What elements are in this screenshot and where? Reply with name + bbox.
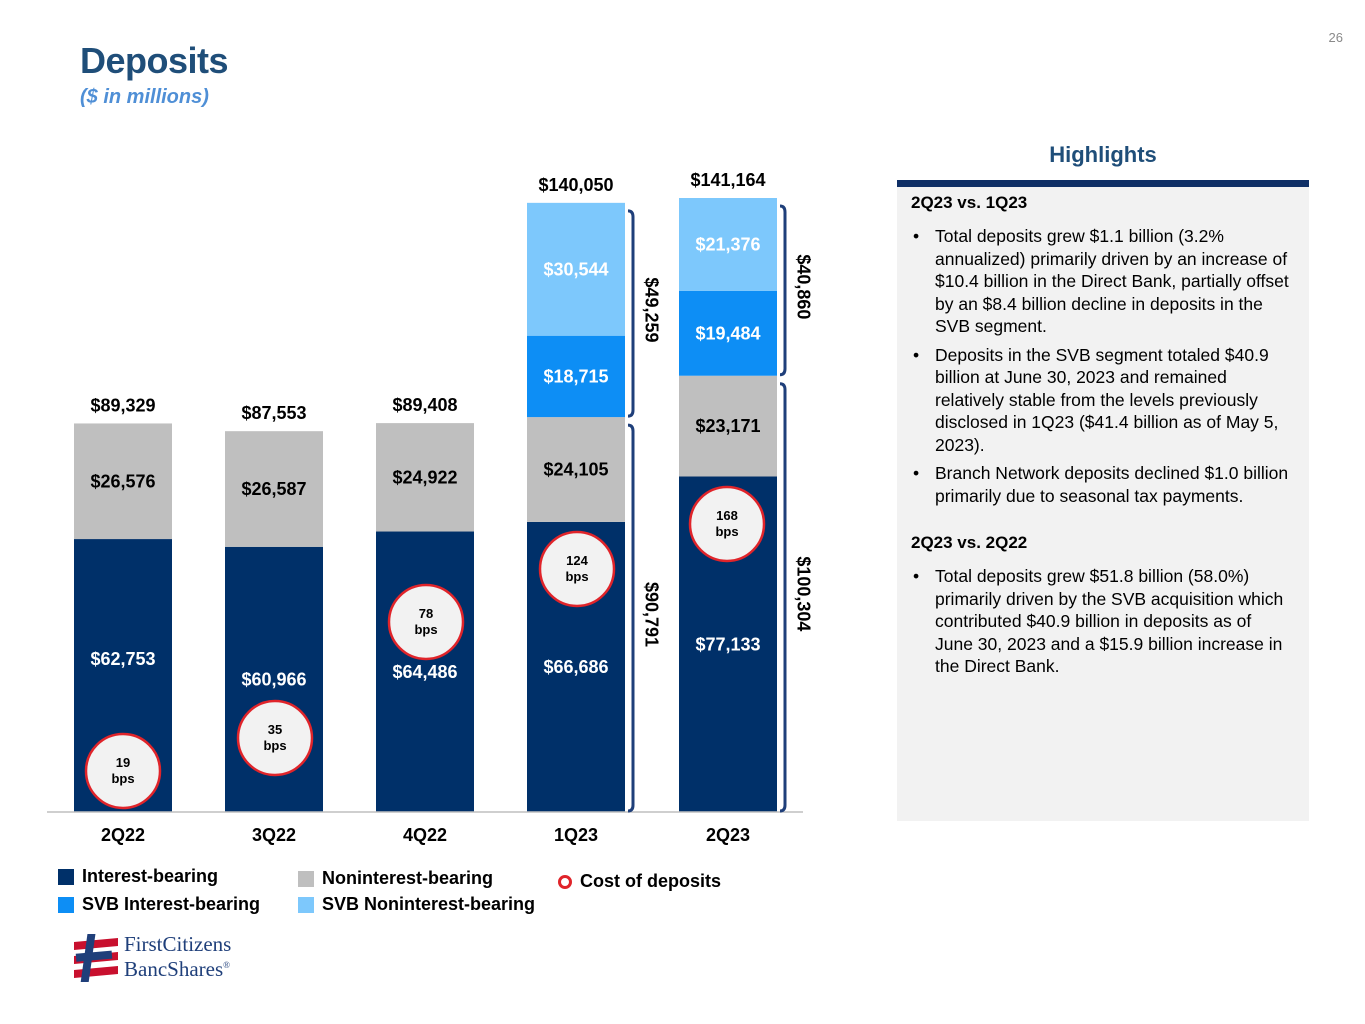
- x-tick-label: 4Q22: [403, 825, 447, 845]
- bar-value-label: $60,966: [241, 669, 306, 689]
- cost-of-deposits-unit: bps: [111, 771, 134, 786]
- highlights-section-title: 2Q23 vs. 1Q23: [911, 193, 1028, 212]
- cost-of-deposits-value: 124: [566, 553, 588, 568]
- cost-of-deposits-unit: bps: [715, 524, 738, 539]
- bar-value-label: $24,105: [543, 460, 608, 480]
- brace-line: [627, 423, 635, 813]
- bar-value-label: $24,922: [392, 467, 457, 487]
- cost-of-deposits-value: 168: [716, 508, 738, 523]
- cost-of-deposits-circle: [387, 583, 465, 661]
- bar-value-label: $26,587: [241, 479, 306, 499]
- bar-value-label: $21,376: [695, 234, 760, 254]
- legend-interest-bearing: Interest-bearing: [58, 866, 218, 887]
- bar-segment: [527, 202, 625, 336]
- bar-value-label: $23,171: [695, 416, 760, 436]
- cost-of-deposits-circle: [688, 485, 766, 563]
- highlights-panel: 2Q23 vs. 1Q23 Total deposits grew $1.1 b…: [897, 187, 1309, 821]
- highlights-bullet: Total deposits grew $51.8 billion (58.0%…: [911, 565, 1291, 678]
- bar-segment: [679, 290, 777, 376]
- legend-svb-interest-bearing: SVB Interest-bearing: [58, 894, 260, 915]
- bar-value-label: $66,686: [543, 657, 608, 677]
- legend-label-svb-noninterest-bearing: SVB Noninterest-bearing: [322, 894, 536, 914]
- brace-line: [627, 209, 635, 418]
- legend-swatch-noninterest-bearing: [298, 870, 314, 887]
- brace-value-label: $90,791: [641, 582, 661, 647]
- bar-value-label: $77,133: [695, 634, 760, 654]
- highlights-section-title: 2Q23 vs. 2Q22: [911, 533, 1028, 552]
- bar-segment: [74, 423, 172, 540]
- brace-value-label: $49,259: [641, 277, 661, 342]
- highlights-bullet: Total deposits grew $1.1 billion (3.2% a…: [911, 225, 1291, 338]
- bar-total-label: $140,050: [538, 175, 613, 195]
- cost-of-deposits-value: 19: [116, 755, 130, 770]
- cost-of-deposits-circle: [236, 699, 314, 777]
- flag-logo-icon: [72, 934, 120, 982]
- legend-label-cost-of-deposits: Cost of deposits: [580, 871, 722, 891]
- bar-value-label: $18,715: [543, 366, 608, 386]
- cost-of-deposits-unit: bps: [263, 738, 286, 753]
- highlights-divider: [897, 180, 1309, 187]
- brace-value-label: $40,860: [793, 254, 813, 319]
- brace-value-label: $100,304: [793, 556, 813, 631]
- cost-of-deposits-value: 78: [419, 606, 433, 621]
- legend-label-noninterest-bearing: Noninterest-bearing: [322, 868, 494, 888]
- x-tick-label: 2Q22: [101, 825, 145, 845]
- bar-segment: [376, 423, 474, 532]
- legend-swatch-svb-interest-bearing: [58, 896, 74, 913]
- page-subtitle: ($ in millions): [80, 86, 209, 108]
- bar-segment: [679, 375, 777, 477]
- bar-value-label: $30,544: [543, 259, 608, 279]
- legend-noninterest-bearing: Noninterest-bearing: [298, 868, 493, 889]
- cost-of-deposits-unit: bps: [565, 569, 588, 584]
- bar-segment: [527, 417, 625, 522]
- logo-line-2: BancShares®: [124, 955, 231, 980]
- legend-svb-noninterest-bearing: SVB Noninterest-bearing: [298, 894, 535, 915]
- bar-total-label: $89,329: [90, 395, 155, 415]
- x-tick-label: 3Q22: [252, 825, 296, 845]
- legend-swatch-interest-bearing: [58, 868, 74, 885]
- deposits-chart: $62,753 $26,576 $89,329 2Q22 $60,966 $26,587 $…: [47, 170, 813, 845]
- highlights-heading: Highlights: [1049, 142, 1157, 167]
- cost-of-deposits-value: 35: [268, 722, 282, 737]
- logo-line-2-text: BancShares: [124, 957, 224, 981]
- logo-wordmark: FirstCitizens BancShares®: [124, 934, 231, 980]
- highlights-list: Total deposits grew $51.8 billion (58.0%…: [911, 565, 1291, 678]
- cost-of-deposits-unit: bps: [414, 622, 437, 637]
- bar-segment: [225, 431, 323, 547]
- legend-label-svb-interest-bearing: SVB Interest-bearing: [82, 894, 261, 914]
- bar-value-label: $19,484: [695, 323, 760, 343]
- logo-line-1: FirstCitizens: [124, 932, 232, 956]
- logo-registered-mark: ®: [223, 960, 230, 970]
- bar-segment: [376, 531, 474, 812]
- brace-line: [779, 204, 787, 377]
- highlights-bullet: Branch Network deposits declined $1.0 bi…: [911, 462, 1291, 507]
- x-tick-label: 2Q23: [706, 825, 750, 845]
- page-number: 26: [1328, 30, 1343, 45]
- legend-ring-icon: [558, 874, 572, 889]
- cost-of-deposits-circle: [84, 732, 162, 810]
- bar-total-label: $87,553: [241, 403, 306, 423]
- bar-segment: [679, 198, 777, 291]
- brace-line: [779, 382, 787, 813]
- cost-of-deposits-circle: [538, 530, 616, 608]
- x-tick-label: 1Q23: [554, 825, 598, 845]
- highlights-bullet: Deposits in the SVB segment totaled $40.…: [911, 344, 1291, 457]
- highlights-list: Total deposits grew $1.1 billion (3.2% a…: [911, 225, 1291, 507]
- bar-total-label: $89,408: [392, 395, 457, 415]
- bar-value-label: $26,576: [90, 471, 155, 491]
- page-title: Deposits: [80, 40, 229, 81]
- bar-value-label: $64,486: [392, 662, 457, 682]
- legend-cost-of-deposits: Cost of deposits: [558, 871, 721, 892]
- bar-value-label: $62,753: [90, 649, 155, 669]
- legend-swatch-svb-noninterest-bearing: [298, 896, 314, 913]
- first-citizens-logo: FirstCitizens BancShares®: [70, 930, 231, 984]
- legend-label-interest-bearing: Interest-bearing: [82, 866, 219, 886]
- bar-segment: [527, 335, 625, 418]
- bar-total-label: $141,164: [690, 170, 765, 190]
